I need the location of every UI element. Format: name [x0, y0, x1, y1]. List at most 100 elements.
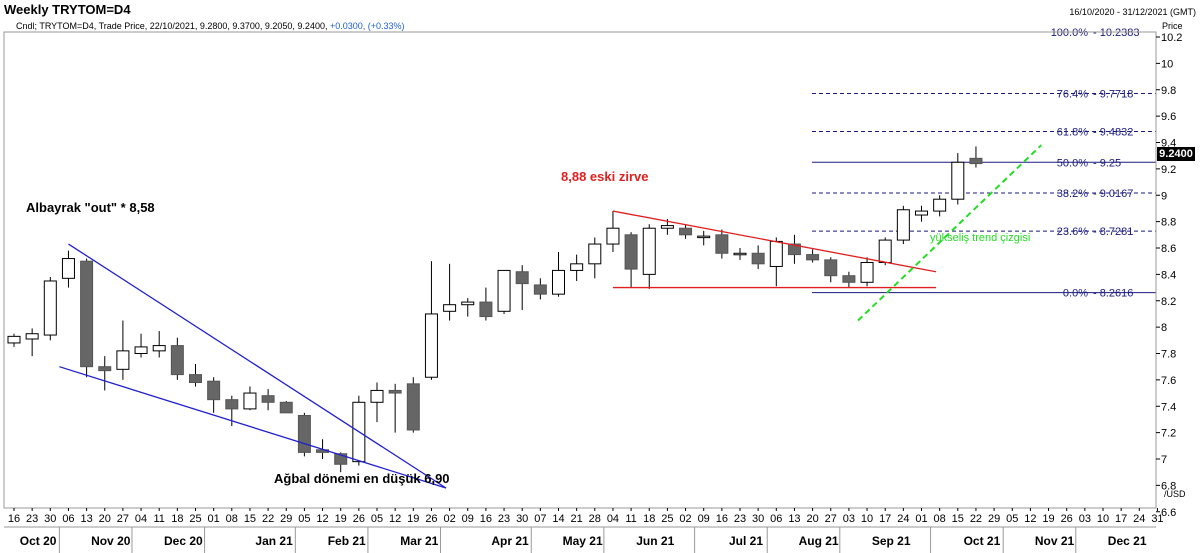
trendline-resistance-8.88	[612, 210, 937, 273]
candle	[570, 254, 584, 281]
x-week-label: 01	[915, 513, 927, 525]
candle	[824, 257, 838, 283]
candle-body-down	[334, 453, 348, 465]
y-tick-label: 8.2	[1161, 296, 1176, 308]
fib-value-label: - 9.0167	[1093, 188, 1133, 200]
instrument-info-text: Cndl; TRYTOM=D4, Trade Price, 22/10/2021…	[16, 21, 330, 31]
x-week-label: 30	[44, 513, 56, 525]
x-week-label: 11	[153, 513, 164, 525]
x-week-label: 23	[26, 513, 38, 525]
fib-value-label: - 9.7718	[1093, 88, 1133, 100]
x-week-label: 26	[425, 513, 437, 525]
x-week-label: 14	[552, 513, 564, 525]
candle	[787, 234, 801, 264]
candle	[261, 389, 275, 411]
candle-body-up	[896, 209, 910, 241]
x-week-label: 25	[189, 513, 201, 525]
x-week-label: 09	[462, 513, 474, 525]
candle	[116, 320, 130, 380]
x-week-label: 10	[861, 513, 873, 525]
candle	[352, 395, 366, 466]
y-tick-label: 9.4	[1161, 138, 1176, 150]
y-tick-label: 8.6	[1161, 243, 1176, 255]
x-month-label: Feb 21	[328, 534, 366, 548]
y-tick-label: 7.2	[1161, 428, 1176, 440]
trendline-falling-wedge-upper	[68, 243, 447, 489]
x-week-label: 12	[316, 513, 328, 525]
candle-body-down	[388, 389, 402, 394]
candle-body-down	[533, 284, 547, 295]
candle	[207, 377, 221, 413]
candle	[297, 412, 311, 457]
x-week-label: 16	[716, 513, 728, 525]
candle	[7, 333, 21, 347]
fib-percent-label: 76.4%	[1057, 88, 1088, 100]
x-week-label: 26	[1061, 513, 1073, 525]
x-week-label: 22	[970, 513, 982, 525]
x-month-label: Jun 21	[636, 534, 674, 548]
fib-value-label: - 9.4832	[1093, 127, 1133, 139]
candles	[7, 146, 983, 473]
candle	[80, 258, 94, 378]
y-tick-label: 9.8	[1161, 85, 1176, 97]
x-week-label: 17	[1115, 513, 1127, 525]
x-month-label: Jul 21	[729, 534, 763, 548]
x-week-label: 12	[1024, 513, 1036, 525]
x-week-label: 13	[788, 513, 800, 525]
x-month-label: May 21	[563, 534, 603, 548]
candle-body-down	[207, 380, 221, 401]
fib-value-label: - 9.25	[1093, 157, 1121, 169]
candle-body-down	[969, 157, 983, 165]
candle	[406, 377, 420, 433]
candle	[769, 237, 783, 287]
candle	[43, 277, 57, 341]
x-week-label: 05	[371, 513, 383, 525]
candle-body-down	[679, 227, 693, 236]
candle	[606, 211, 620, 252]
instrument-info: Cndl; TRYTOM=D4, Trade Price, 22/10/2021…	[16, 21, 405, 31]
fib-percent-label: 50.0%	[1057, 157, 1088, 169]
candle-body-up	[878, 239, 892, 264]
candle	[170, 337, 184, 380]
candle-body-down	[842, 275, 856, 283]
fib-value-label: - 8.2616	[1093, 288, 1133, 300]
candle-body-up	[588, 243, 602, 265]
x-week-label: 06	[62, 513, 74, 525]
x-week-label: 13	[80, 513, 92, 525]
candle-body-up	[116, 350, 130, 370]
x-week-label: 19	[1042, 513, 1054, 525]
candle	[642, 224, 656, 289]
y-tick-label: 6.6	[1161, 507, 1176, 519]
plot-frame	[3, 31, 1157, 509]
y-tick-label: 9.6	[1161, 111, 1176, 123]
annotation-trend: yükseliş trend çizgisi	[930, 232, 1031, 244]
axes: 6.6 6.8 7 7.2 7.4 7.6 7.8 8 8.2 8.4 8.6 8.8 9 9.2 9.4 9…	[3, 31, 1182, 553]
candle	[61, 250, 75, 288]
candle-body-down	[170, 345, 184, 376]
candle-body-down	[624, 234, 638, 270]
y-tick-label: 10.2	[1161, 32, 1182, 44]
candle	[842, 271, 856, 288]
x-week-label: 01	[208, 513, 220, 525]
candle-body-up	[25, 333, 39, 340]
candle-body-up	[134, 346, 148, 354]
trendline-uptrend	[857, 144, 1042, 322]
y-tick-label: 8.4	[1161, 269, 1176, 281]
candle-body-up	[243, 392, 257, 410]
y-tick-label: 8.8	[1161, 217, 1176, 229]
candle	[443, 263, 457, 321]
candle-body-down	[406, 383, 420, 431]
candle-body-up	[443, 304, 457, 312]
x-week-label: 02	[443, 513, 455, 525]
x-week-label: 05	[298, 513, 310, 525]
candle-body-up	[697, 235, 711, 239]
x-week-label: 24	[1133, 513, 1145, 525]
candle	[697, 230, 711, 246]
x-week-label: 20	[99, 513, 111, 525]
candle-body-up	[497, 269, 511, 312]
x-week-label: 21	[571, 513, 583, 525]
candle	[334, 452, 348, 473]
x-week-label: 15	[244, 513, 256, 525]
